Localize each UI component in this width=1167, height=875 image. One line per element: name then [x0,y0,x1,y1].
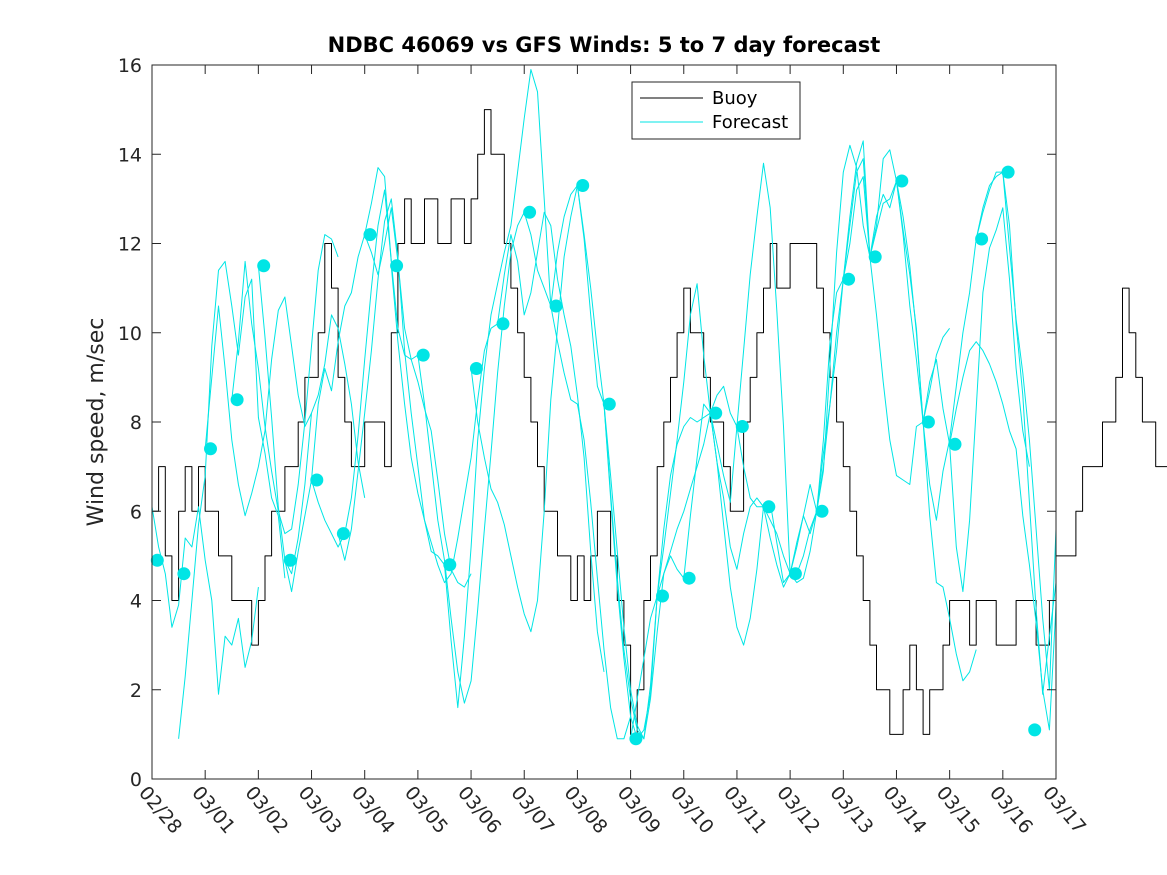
legend: Buoy Forecast [631,81,801,140]
y-tick-label: 14 [118,144,142,166]
marker-layer [150,165,1042,746]
series-line-forecast-2 [178,260,286,739]
chart-title: NDBC 46069 vs GFS Winds: 5 to 7 day fore… [328,33,881,57]
y-tick-label: 12 [118,234,142,256]
y-tick-label: 0 [130,769,142,791]
forecast-marker-20 [682,571,696,585]
y-tick-label: 8 [130,412,142,434]
series-line-forecast-5 [257,265,366,575]
forecast-marker-29 [921,415,935,429]
forecast-marker-24 [788,567,802,581]
series-line-forecast-7 [311,189,419,548]
forecast-marker-15 [549,299,563,313]
y-tick-label: 4 [130,591,142,613]
series-line-forecast-4 [231,234,339,535]
forecast-marker-12 [469,362,483,375]
forecast-marker-33 [1028,723,1042,737]
forecast-marker-8 [363,228,377,242]
forecast-marker-28 [895,174,909,188]
forecast-marker-19 [656,589,669,603]
series-line-forecast-11 [417,212,525,704]
y-tick-label: 2 [130,680,142,702]
legend-box [631,81,801,140]
series-line-forecast-6 [284,167,392,593]
series-line-forecast-9 [364,207,472,588]
y-axis-label: Wind speed, m/sec [84,318,109,527]
series-line-forecast-19 [630,385,738,739]
y-tick-label: 10 [118,323,142,345]
forecast-marker-10 [416,348,430,362]
forecast-marker-23 [762,500,776,514]
forecast-marker-5 [283,553,297,567]
forecast-marker-25 [815,504,829,518]
forecast-marker-11 [443,558,457,572]
series-line-forecast-12 [444,69,552,709]
forecast-marker-9 [390,259,404,273]
forecast-marker-16 [576,179,590,192]
forecast-marker-18 [629,732,643,746]
series-line-forecast-15 [523,212,632,740]
forecast-marker-14 [523,205,537,219]
series-line-forecast-33 [1002,172,1057,695]
forecast-marker-3 [230,393,244,407]
forecast-marker-21 [709,406,723,420]
forecast-marker-6 [310,473,324,487]
series-line-forecast-31 [949,341,1057,731]
forecast-marker-1 [177,567,191,581]
series-line-forecast-10 [390,265,498,584]
series-line-forecast-14 [497,211,605,672]
forecast-marker-2 [204,442,217,456]
series-line-forecast-1 [151,506,259,695]
forecast-marker-4 [257,259,271,273]
series-layer [151,69,1167,740]
forecast-marker-13 [496,317,510,331]
series-line-forecast-3 [204,296,312,517]
series-line-buoy [152,109,1167,735]
y-tick-label: 6 [130,501,142,523]
series-line-forecast-8 [337,198,445,566]
forecast-marker-17 [602,397,616,411]
forecast-marker-0 [150,553,164,567]
forecast-marker-27 [868,250,882,264]
forecast-marker-31 [975,232,989,246]
series-line-forecast-30 [922,207,1030,593]
y-tick-label: 16 [118,55,142,77]
forecast-marker-22 [735,420,749,433]
forecast-marker-26 [842,272,856,286]
forecast-marker-30 [948,437,962,451]
legend-label-forecast: Forecast [712,112,788,133]
legend-label-buoy: Buoy [712,88,758,109]
series-line-forecast-27 [842,158,951,485]
forecast-marker-32 [1001,165,1015,179]
series-line-forecast-29 [896,171,1004,521]
forecast-marker-7 [336,527,350,541]
